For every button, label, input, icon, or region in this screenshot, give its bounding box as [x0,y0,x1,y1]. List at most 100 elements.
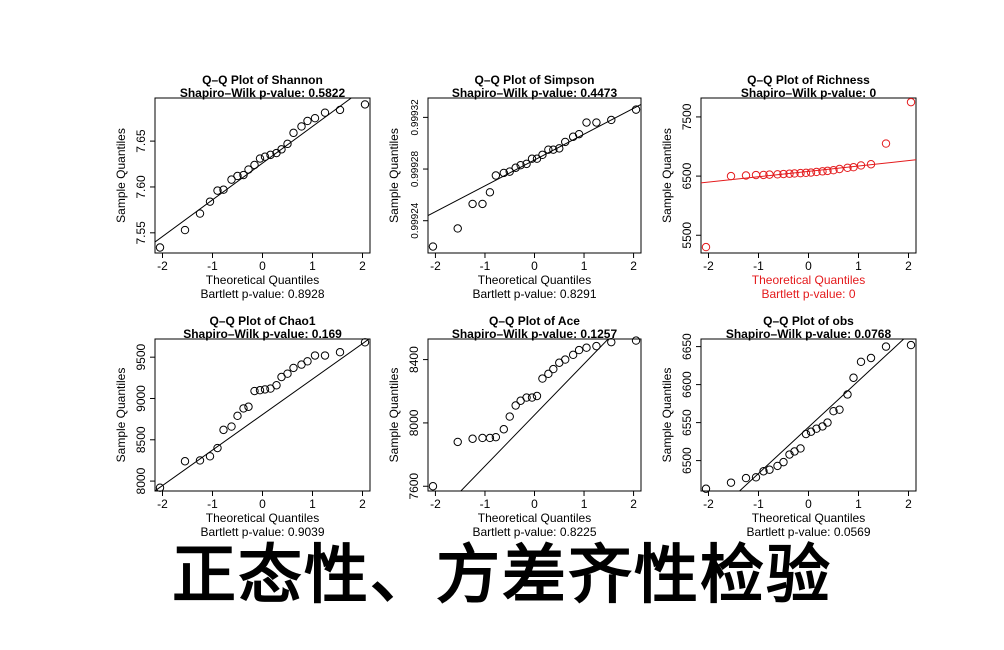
y-tick-label: 7.55 [134,221,148,245]
y-tick-label: 0.99928 [410,151,421,188]
qq-point [195,456,205,465]
x-tick-label: 1 [309,259,316,273]
qq-point [511,401,520,410]
y-tick-label: 8000 [134,467,148,494]
qq-point [511,163,520,172]
qq-point [856,161,866,170]
qq-point [260,152,270,161]
qq-point [607,337,616,347]
x-tick-label: -1 [480,259,491,273]
qq-point [485,188,495,197]
qq-point [516,160,525,170]
panel-title: Q–Q Plot of Simpson [474,73,594,87]
qq-point [468,434,477,443]
panel-title: Q–Q Plot of Richness [747,73,870,87]
qq-point [866,160,876,169]
qq-point [607,115,616,125]
qq-point [303,357,312,366]
x-tick-label: -2 [157,497,168,511]
qq-point [360,338,370,347]
qq-point [478,199,487,209]
qq-point [741,171,751,180]
qq-point [843,390,852,399]
qq-point [835,164,844,174]
qq-point [527,393,537,402]
qq-point [505,167,514,176]
qq-point [244,402,253,411]
x-tick-label: -2 [430,497,441,511]
qq-point [283,139,292,149]
qq-point [823,166,832,176]
qq-point [881,139,891,148]
qq-point [428,242,438,251]
x-tick-label: -2 [430,259,441,273]
qq-point [205,197,215,206]
qq-reference-line [155,339,370,491]
panel-title: Q–Q Plot of Chao1 [209,314,315,328]
qq-reference-line [155,98,353,243]
y-tick-label: 6650 [680,333,694,360]
qq-point [701,242,711,252]
x-tick-label: 0 [531,497,538,511]
qq-point [532,391,542,401]
x-axis-label: Theoretical Quantiles [478,511,591,525]
y-axis-label: Sample Quantiles [660,128,674,223]
x-tick-label: -1 [753,259,764,273]
bartlett-label: Bartlett p-value: 0.0569 [746,525,870,539]
qq-point [303,116,312,126]
qq-point [180,457,190,466]
plot-frame [700,338,917,492]
qq-point [310,351,320,360]
x-tick-label: 2 [630,497,637,511]
qq-point [829,165,838,175]
panel-title: Q–Q Plot of Ace [489,314,580,328]
qq-point [180,225,190,235]
x-tick-label: 2 [905,259,912,273]
y-tick-label: 6500 [680,162,694,189]
qq-point [244,165,253,174]
x-tick-label: -1 [753,497,764,511]
qq-reference-line [738,339,905,491]
qq-point [801,168,811,178]
qq-point [549,145,558,154]
qq-point [485,433,495,443]
qq-point [806,168,816,177]
panel-subtitle: Shapiro–Wilk p-value: 0.5822 [180,86,346,100]
qq-point [741,473,751,483]
qq-point [297,122,306,131]
qq-point [453,437,462,447]
qq-point [582,118,591,127]
qq-point [289,363,298,373]
panel-subtitle: Shapiro–Wilk p-value: 0.1257 [452,327,618,341]
qq-reference-line [428,103,641,217]
qq-point [574,129,584,139]
y-tick-label: 9500 [134,344,148,371]
qq-point [818,167,827,176]
qq-point [823,418,832,427]
x-tick-label: 2 [905,497,912,511]
x-tick-label: 1 [309,497,316,511]
y-tick-label: 8500 [134,426,148,453]
qq-point [812,167,821,177]
qq-point [453,224,462,233]
qq-point [835,405,844,414]
panel-subtitle: Shapiro–Wilk p-value: 0.0768 [726,327,892,341]
x-tick-label: -2 [703,497,714,511]
qq-point [726,171,736,181]
y-axis-label: Sample Quantiles [387,368,401,463]
y-tick-label: 7.60 [134,175,148,199]
qq-point [233,171,242,181]
qq-point [468,199,477,209]
qq-point [213,443,222,453]
qq-point [283,369,292,378]
qq-point [592,118,601,127]
qq-point [549,364,558,374]
qq-point [812,424,821,433]
qq-point [765,465,774,474]
qq-point [527,154,537,163]
qq-point [255,386,265,395]
qq-point [779,169,788,179]
